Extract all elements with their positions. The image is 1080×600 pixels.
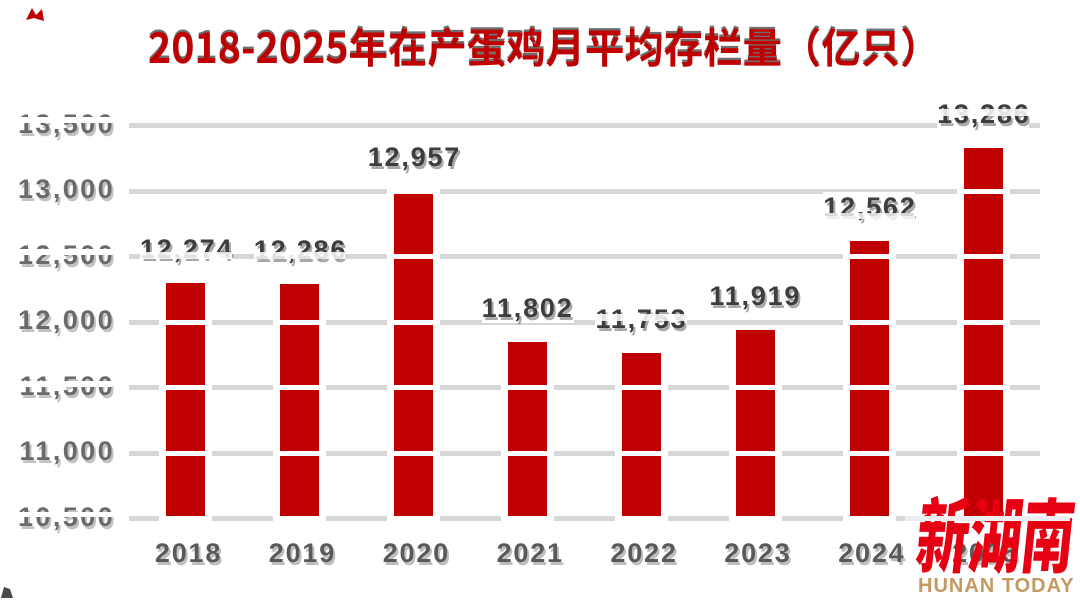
svg-text:HUNAN TODAY: HUNAN TODAY — [918, 575, 1075, 597]
